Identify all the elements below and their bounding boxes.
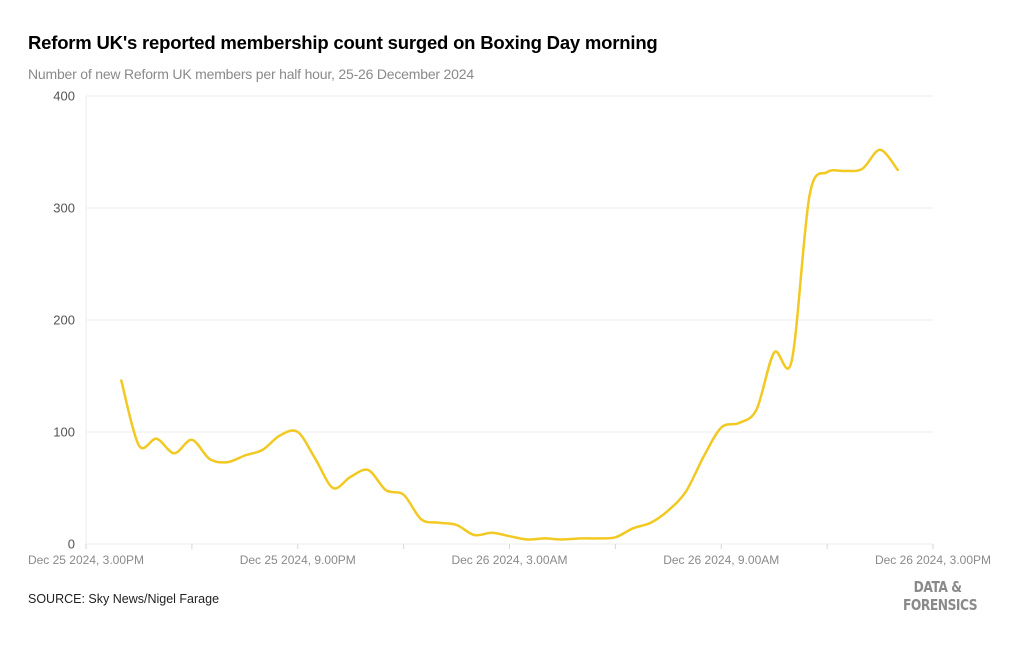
series-layer xyxy=(120,148,899,541)
axes: 0 100 200 300 400 Dec 25 2024, 3.00PM Dec 25 2… xyxy=(28,89,991,568)
series-line-0 xyxy=(120,148,899,541)
brand-line-2: FORENSICS xyxy=(903,596,978,614)
x-tick-label: Dec 26 2024, 3.00AM xyxy=(451,553,567,567)
y-tick-label: 0 xyxy=(68,537,75,552)
x-tick-label: Dec 26 2024, 9.00AM xyxy=(663,553,779,567)
source-note: SOURCE: Sky News/Nigel Farage xyxy=(28,592,220,606)
x-tick-label: Dec 26 2024, 3.00PM xyxy=(875,553,991,567)
y-tick-label: 200 xyxy=(53,313,75,328)
chart-subtitle: Number of new Reform UK members per half… xyxy=(28,66,474,82)
y-tick-label: 300 xyxy=(53,201,75,216)
y-tick-label: 400 xyxy=(53,89,75,104)
brand-line-1: DATA & xyxy=(913,578,962,596)
x-tick-label: Dec 25 2024, 3.00PM xyxy=(28,553,144,567)
x-tick-label: Dec 25 2024, 9.00PM xyxy=(240,553,356,567)
grid-lines xyxy=(86,95,933,545)
chart-title: Reform UK's reported membership count su… xyxy=(28,32,658,53)
brand-logo: DATA & FORENSICS xyxy=(903,578,978,614)
y-tick-label: 100 xyxy=(53,425,75,440)
